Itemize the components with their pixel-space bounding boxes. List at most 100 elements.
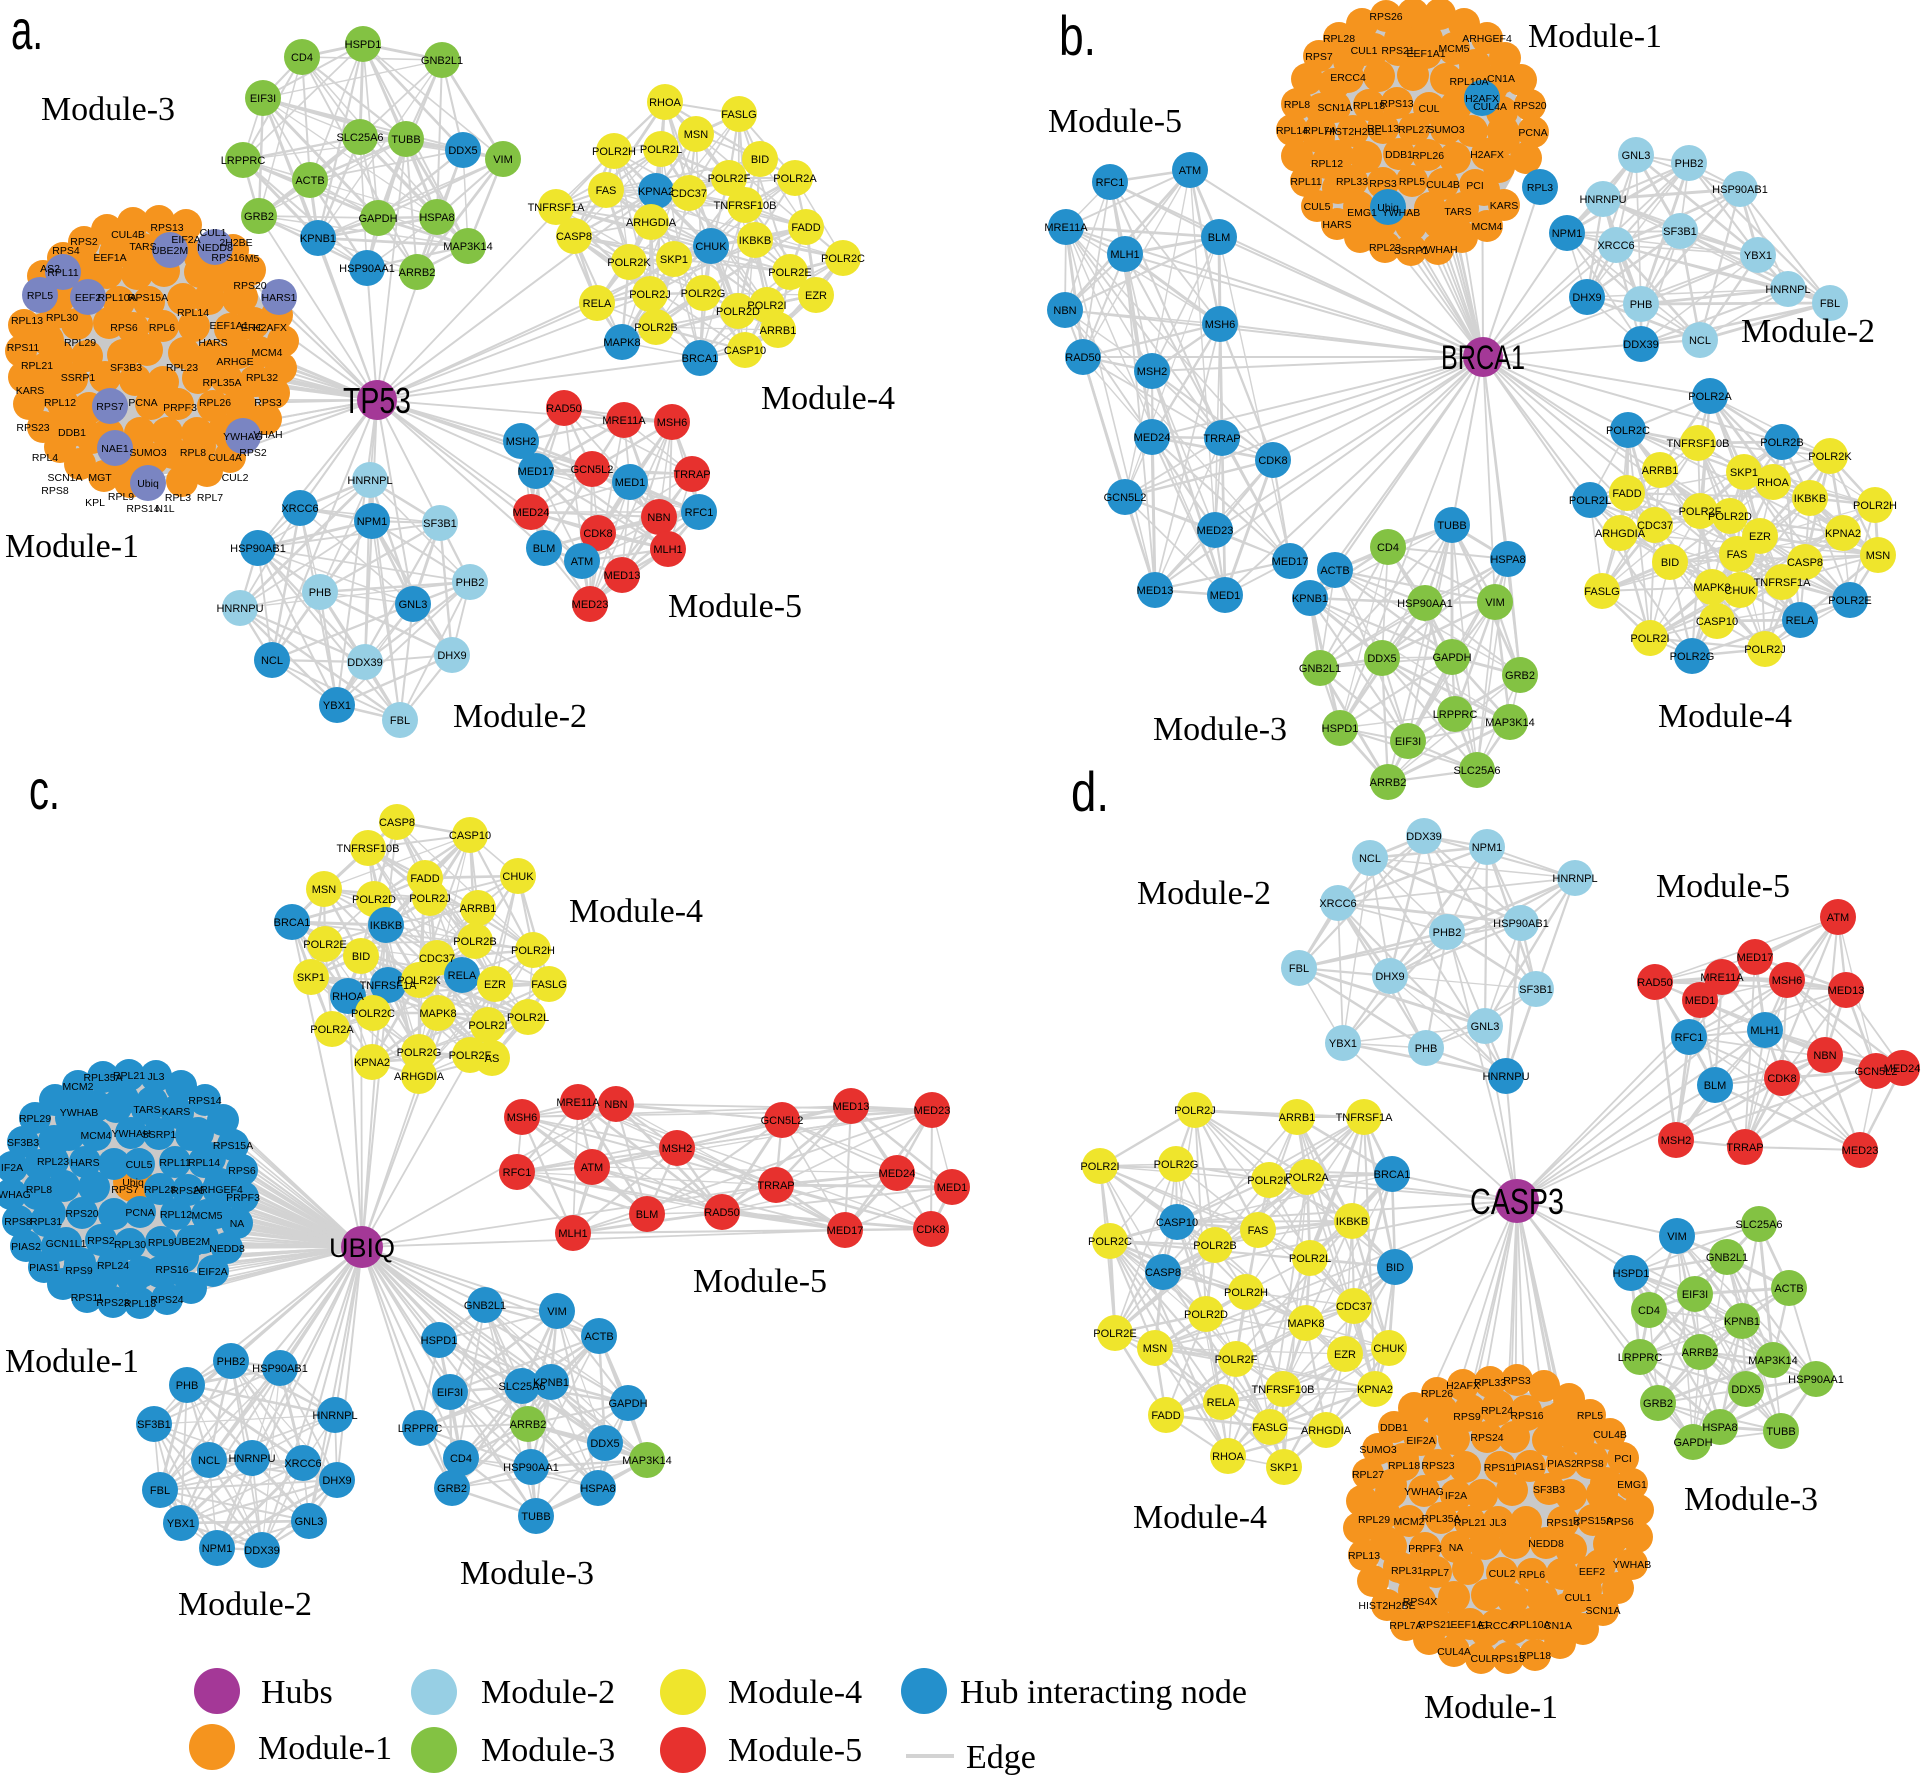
svg-text:POLR2J: POLR2J [1744, 644, 1786, 656]
svg-text:Module-2: Module-2 [481, 1674, 615, 1711]
svg-text:DDB1: DDB1 [1385, 149, 1413, 161]
svg-text:HSPD1: HSPD1 [1613, 1268, 1650, 1280]
svg-text:MED1: MED1 [937, 1182, 968, 1194]
svg-text:NPM1: NPM1 [357, 516, 388, 528]
svg-text:EEF1A1: EEF1A1 [209, 320, 248, 332]
svg-text:CDK8: CDK8 [1258, 455, 1287, 467]
svg-text:SLC25A6: SLC25A6 [1735, 1219, 1782, 1231]
svg-text:BID: BID [751, 154, 769, 166]
svg-text:MAPK8: MAPK8 [419, 1008, 456, 1020]
svg-text:TRRAP: TRRAP [1726, 1142, 1763, 1154]
svg-text:RPL35A: RPL35A [83, 1072, 122, 1084]
svg-text:PHB2: PHB2 [217, 1356, 246, 1368]
svg-text:XRCC6: XRCC6 [1319, 898, 1356, 910]
svg-text:KPNA2: KPNA2 [1825, 528, 1861, 540]
svg-text:Module-1: Module-1 [1424, 1689, 1558, 1726]
svg-text:RPS13: RPS13 [1491, 1653, 1524, 1665]
svg-text:POLR2D: POLR2D [716, 306, 760, 318]
svg-text:RPL29: RPL29 [19, 1113, 51, 1125]
svg-text:RPL27: RPL27 [1398, 124, 1430, 136]
svg-text:POLR2L: POLR2L [507, 1012, 549, 1024]
svg-text:POLR2E: POLR2E [303, 939, 346, 951]
svg-text:TNFRSF1A: TNFRSF1A [1754, 577, 1812, 589]
svg-text:RPL28: RPL28 [1323, 33, 1355, 45]
svg-text:HARS1: HARS1 [261, 292, 296, 304]
svg-text:EEF2: EEF2 [1579, 1566, 1605, 1578]
svg-text:CD4: CD4 [1638, 1305, 1660, 1317]
svg-text:RPS6: RPS6 [228, 1165, 256, 1177]
svg-text:RPS16: RPS16 [211, 252, 244, 264]
svg-text:RPS4: RPS4 [52, 245, 80, 257]
svg-text:RHOA: RHOA [332, 991, 364, 1003]
svg-text:MSH2: MSH2 [506, 436, 537, 448]
svg-text:RPL14: RPL14 [177, 307, 209, 319]
svg-text:MSH6: MSH6 [657, 417, 688, 429]
svg-text:POLR2D: POLR2D [352, 894, 396, 906]
svg-text:VIM: VIM [1667, 1231, 1687, 1243]
svg-text:Edge: Edge [966, 1739, 1036, 1775]
svg-text:RAD50: RAD50 [1637, 977, 1672, 989]
svg-text:RHOA: RHOA [1757, 477, 1789, 489]
svg-text:RPL29: RPL29 [64, 337, 96, 349]
svg-text:RPS7: RPS7 [96, 401, 124, 413]
svg-text:FADD: FADD [1151, 1410, 1180, 1422]
svg-text:CD4: CD4 [291, 52, 313, 64]
svg-text:RPS20: RPS20 [65, 1208, 98, 1220]
svg-text:POLR2F: POLR2F [1215, 1354, 1258, 1366]
svg-text:RAD50: RAD50 [1065, 352, 1100, 364]
svg-text:RPL10A: RPL10A [97, 292, 136, 304]
svg-text:GRB2: GRB2 [437, 1483, 467, 1495]
svg-text:H2AFX: H2AFX [253, 322, 287, 334]
svg-text:NEDD8: NEDD8 [197, 242, 233, 254]
svg-text:CASP10: CASP10 [724, 345, 766, 357]
svg-text:RPL6: RPL6 [149, 322, 175, 334]
svg-text:IKBKB: IKBKB [1336, 1216, 1368, 1228]
svg-text:XRCC6: XRCC6 [281, 503, 318, 515]
svg-text:ERC: ERC [241, 322, 264, 334]
svg-text:HSP90AA1: HSP90AA1 [1788, 1374, 1844, 1386]
svg-text:RPS20: RPS20 [233, 280, 266, 292]
svg-text:SCN1A: SCN1A [47, 472, 82, 484]
svg-text:CUL4A: CUL4A [208, 452, 242, 464]
svg-text:BID: BID [352, 951, 370, 963]
svg-text:NBN: NBN [604, 1099, 627, 1111]
svg-text:Ubiq: Ubiq [1377, 202, 1399, 214]
svg-text:PCNA: PCNA [125, 1207, 154, 1219]
svg-text:MCM4: MCM4 [1472, 221, 1503, 233]
svg-text:GAPDH: GAPDH [608, 1398, 647, 1410]
svg-text:TUBB: TUBB [1437, 520, 1466, 532]
svg-text:RPS23: RPS23 [16, 422, 49, 434]
svg-text:RPL21: RPL21 [21, 360, 53, 372]
svg-text:TRRAP: TRRAP [757, 1180, 794, 1192]
svg-text:POLR2L: POLR2L [1569, 495, 1611, 507]
svg-text:ATM: ATM [581, 1162, 603, 1174]
svg-text:RPL23: RPL23 [1369, 242, 1401, 254]
svg-text:MED24: MED24 [879, 1168, 916, 1180]
svg-text:PIAS2: PIAS2 [11, 1241, 41, 1253]
svg-text:EIF2A: EIF2A [171, 234, 200, 246]
svg-text:RPS6: RPS6 [1606, 1516, 1634, 1528]
svg-text:ATM: ATM [1827, 912, 1849, 924]
svg-text:SLC25A6: SLC25A6 [498, 1381, 545, 1393]
svg-text:SUMO3: SUMO3 [1359, 1444, 1397, 1456]
svg-text:HNRNPU: HNRNPU [1579, 194, 1626, 206]
svg-text:GNB2L1: GNB2L1 [1299, 663, 1341, 675]
svg-text:RFC1: RFC1 [503, 1167, 532, 1179]
svg-text:POLR2A: POLR2A [1285, 1172, 1329, 1184]
svg-text:EZR: EZR [805, 290, 827, 302]
svg-text:RHOA: RHOA [1212, 1451, 1244, 1463]
svg-text:PCNA: PCNA [1518, 127, 1547, 139]
svg-text:Module-3: Module-3 [41, 91, 175, 128]
svg-text:FBL: FBL [1820, 298, 1840, 310]
svg-text:POLR2A: POLR2A [773, 173, 817, 185]
svg-text:TUBB: TUBB [1766, 1426, 1795, 1438]
svg-text:RPL28: RPL28 [144, 1184, 176, 1196]
svg-text:BID: BID [1661, 557, 1679, 569]
svg-text:FADD: FADD [791, 222, 820, 234]
svg-text:d.: d. [1071, 760, 1109, 823]
svg-text:POLR2I: POLR2I [1630, 633, 1669, 645]
svg-text:POLR2D: POLR2D [1184, 1309, 1228, 1321]
svg-text:KARS: KARS [16, 385, 45, 397]
svg-text:RPS21: RPS21 [1418, 1619, 1451, 1631]
svg-text:MED23: MED23 [914, 1105, 951, 1117]
